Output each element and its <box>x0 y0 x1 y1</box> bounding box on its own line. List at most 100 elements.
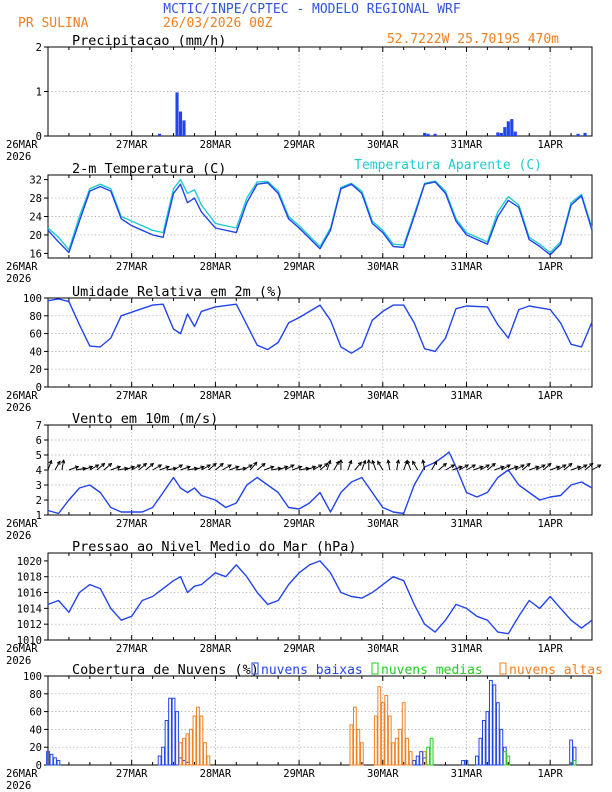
cloud-bar-nuvens-altas <box>206 755 211 766</box>
wind-vector-head <box>450 464 456 469</box>
wind-vector <box>291 465 303 471</box>
wind-vector <box>480 464 490 471</box>
x-tick-label: 31MAR <box>451 518 483 530</box>
y-tick-label: 20 <box>29 230 42 242</box>
wind-vector-shaft <box>180 466 191 471</box>
cloud-bar-nuvens-baixas <box>175 711 179 766</box>
x-tick-label: 26MAR <box>6 643 38 655</box>
y-tick-label: 80 <box>29 311 42 323</box>
x-tick-label: 29MAR <box>283 261 315 273</box>
panel-title: Umidade Relativa em 2m (%) <box>72 284 283 300</box>
wind-vector <box>570 465 582 471</box>
wind-vector-shaft <box>354 462 362 471</box>
y-tick-label: 3 <box>36 480 42 492</box>
wind-vector-head <box>442 462 448 468</box>
y-tick-label: 2 <box>36 495 42 507</box>
wind-vector-head <box>235 465 240 470</box>
cloud-bar-nuvens-medias <box>426 746 430 766</box>
wind-vector-head <box>491 462 496 468</box>
wind-vector-shaft <box>117 467 128 471</box>
y-tick-label: 7 <box>36 420 42 432</box>
wind-vector-shaft <box>529 466 539 471</box>
cloud-bar-nuvens-altas <box>387 715 392 766</box>
wind-vector-head <box>61 459 66 464</box>
precip-bar <box>423 132 427 136</box>
pressure-panel: 1010 1012 1014 1016 1018 1020 26MAR 27MAR 28MAR 2… <box>6 539 593 667</box>
humidity-line <box>47 298 593 354</box>
cloud-legend-item: nuvens baixas <box>251 662 363 678</box>
cloud-cover-panel: 0 20 40 60 80 100 26MAR 27MAR 28MAR 29MAR 30MAR 31M… <box>6 662 603 792</box>
wind-vector-shaft <box>438 463 447 471</box>
wind-vector-head <box>48 459 53 465</box>
x-tick-label: 1APR <box>538 390 564 402</box>
precip-bar <box>158 133 162 136</box>
wind-vector <box>54 460 61 471</box>
precip-bar <box>506 121 510 136</box>
wind-vector-shaft <box>173 464 183 471</box>
wind-vector-shaft <box>377 461 384 471</box>
cloud-bar-nuvens-altas <box>185 733 190 766</box>
wind-vector-shaft <box>291 466 302 471</box>
wind-vector <box>515 464 525 471</box>
cloud-legend-label: nuvens altas <box>509 663 603 678</box>
x-tick-label: 28MAR <box>200 390 232 402</box>
cloud-bar-nuvens-baixas <box>569 739 573 766</box>
wind-vector-head <box>107 462 113 468</box>
cloud-bar-nuvens-baixas <box>488 679 493 766</box>
y-tick-label: 24 <box>29 212 42 224</box>
wind-vector-head <box>485 464 490 469</box>
cloud-bar-nuvens-baixas <box>419 751 424 766</box>
wind-vector-shaft <box>319 463 328 471</box>
humidity-panel: 0 20 40 60 80 100 26MAR 27MAR 28MAR 29MAR 30MAR 31M… <box>6 284 593 414</box>
wind-vector-head <box>248 464 253 469</box>
wind-vector-head <box>583 464 588 469</box>
wind-panel: 1 2 3 4 5 6 7 26MAR 27MAR 28MAR 29MAR 30MAR 31MAR 1AP… <box>6 411 602 542</box>
wind-vector <box>222 464 232 471</box>
precip-bar <box>433 133 437 136</box>
wind-vector-shaft <box>577 464 587 471</box>
cloud-bar-nuvens-baixas <box>499 728 504 766</box>
wind-vector <box>542 462 552 471</box>
x-tick-label: 27MAR <box>116 139 148 151</box>
x-tick-label: 29MAR <box>283 390 315 402</box>
wind-vector-shaft <box>54 461 61 471</box>
cloud-bar-nuvens-baixas <box>171 697 176 766</box>
wind-vector <box>89 464 100 471</box>
precip-bar <box>182 120 186 136</box>
cloud-bar-nuvens-altas <box>178 742 183 766</box>
wind-vector-shaft <box>584 463 594 471</box>
wind-vector-head <box>471 464 477 469</box>
x-tick-label: 27MAR <box>116 643 148 655</box>
cloud-bar-nuvens-baixas <box>478 737 483 766</box>
x-tick-label: 27MAR <box>116 261 148 273</box>
cloud-bar-nuvens-baixas <box>485 711 490 766</box>
wind-vector-head <box>297 465 303 470</box>
wind-vector-head <box>514 465 519 470</box>
wind-vector <box>277 465 289 471</box>
wind-vector <box>577 464 588 471</box>
wind-vector-shaft <box>305 466 316 471</box>
x-tick-label: 1APR <box>538 261 564 273</box>
wind-vector-shaft <box>459 464 469 471</box>
precip-bar <box>583 132 587 136</box>
wind-vector-head <box>377 460 382 465</box>
panel-title: Pressao ao Nivel Medio do Mar (hPa) <box>72 539 356 555</box>
y-tick-label: 4 <box>36 465 42 477</box>
cloud-bar-nuvens-baixas <box>461 760 465 766</box>
cloud-bar-nuvens-altas <box>359 742 364 766</box>
plot-frame <box>47 675 593 766</box>
cloud-legend-swatch <box>499 662 507 675</box>
wind-vector-head <box>74 465 80 470</box>
cloud-bar-nuvens-altas <box>394 737 399 766</box>
wind-vector <box>591 464 602 471</box>
wind-vector-head <box>479 465 484 470</box>
wind-vector-head <box>200 465 205 470</box>
wind-vector-shaft <box>406 460 412 471</box>
x-tick-label: 26MAR <box>6 390 38 402</box>
wind-vector-shaft <box>422 460 426 471</box>
cloud-legend-item: nuvens medias <box>371 662 483 678</box>
wind-vector <box>386 459 391 471</box>
wind-vector-shaft <box>515 464 525 471</box>
precip-bar <box>503 127 507 136</box>
wind-vector <box>361 459 367 471</box>
